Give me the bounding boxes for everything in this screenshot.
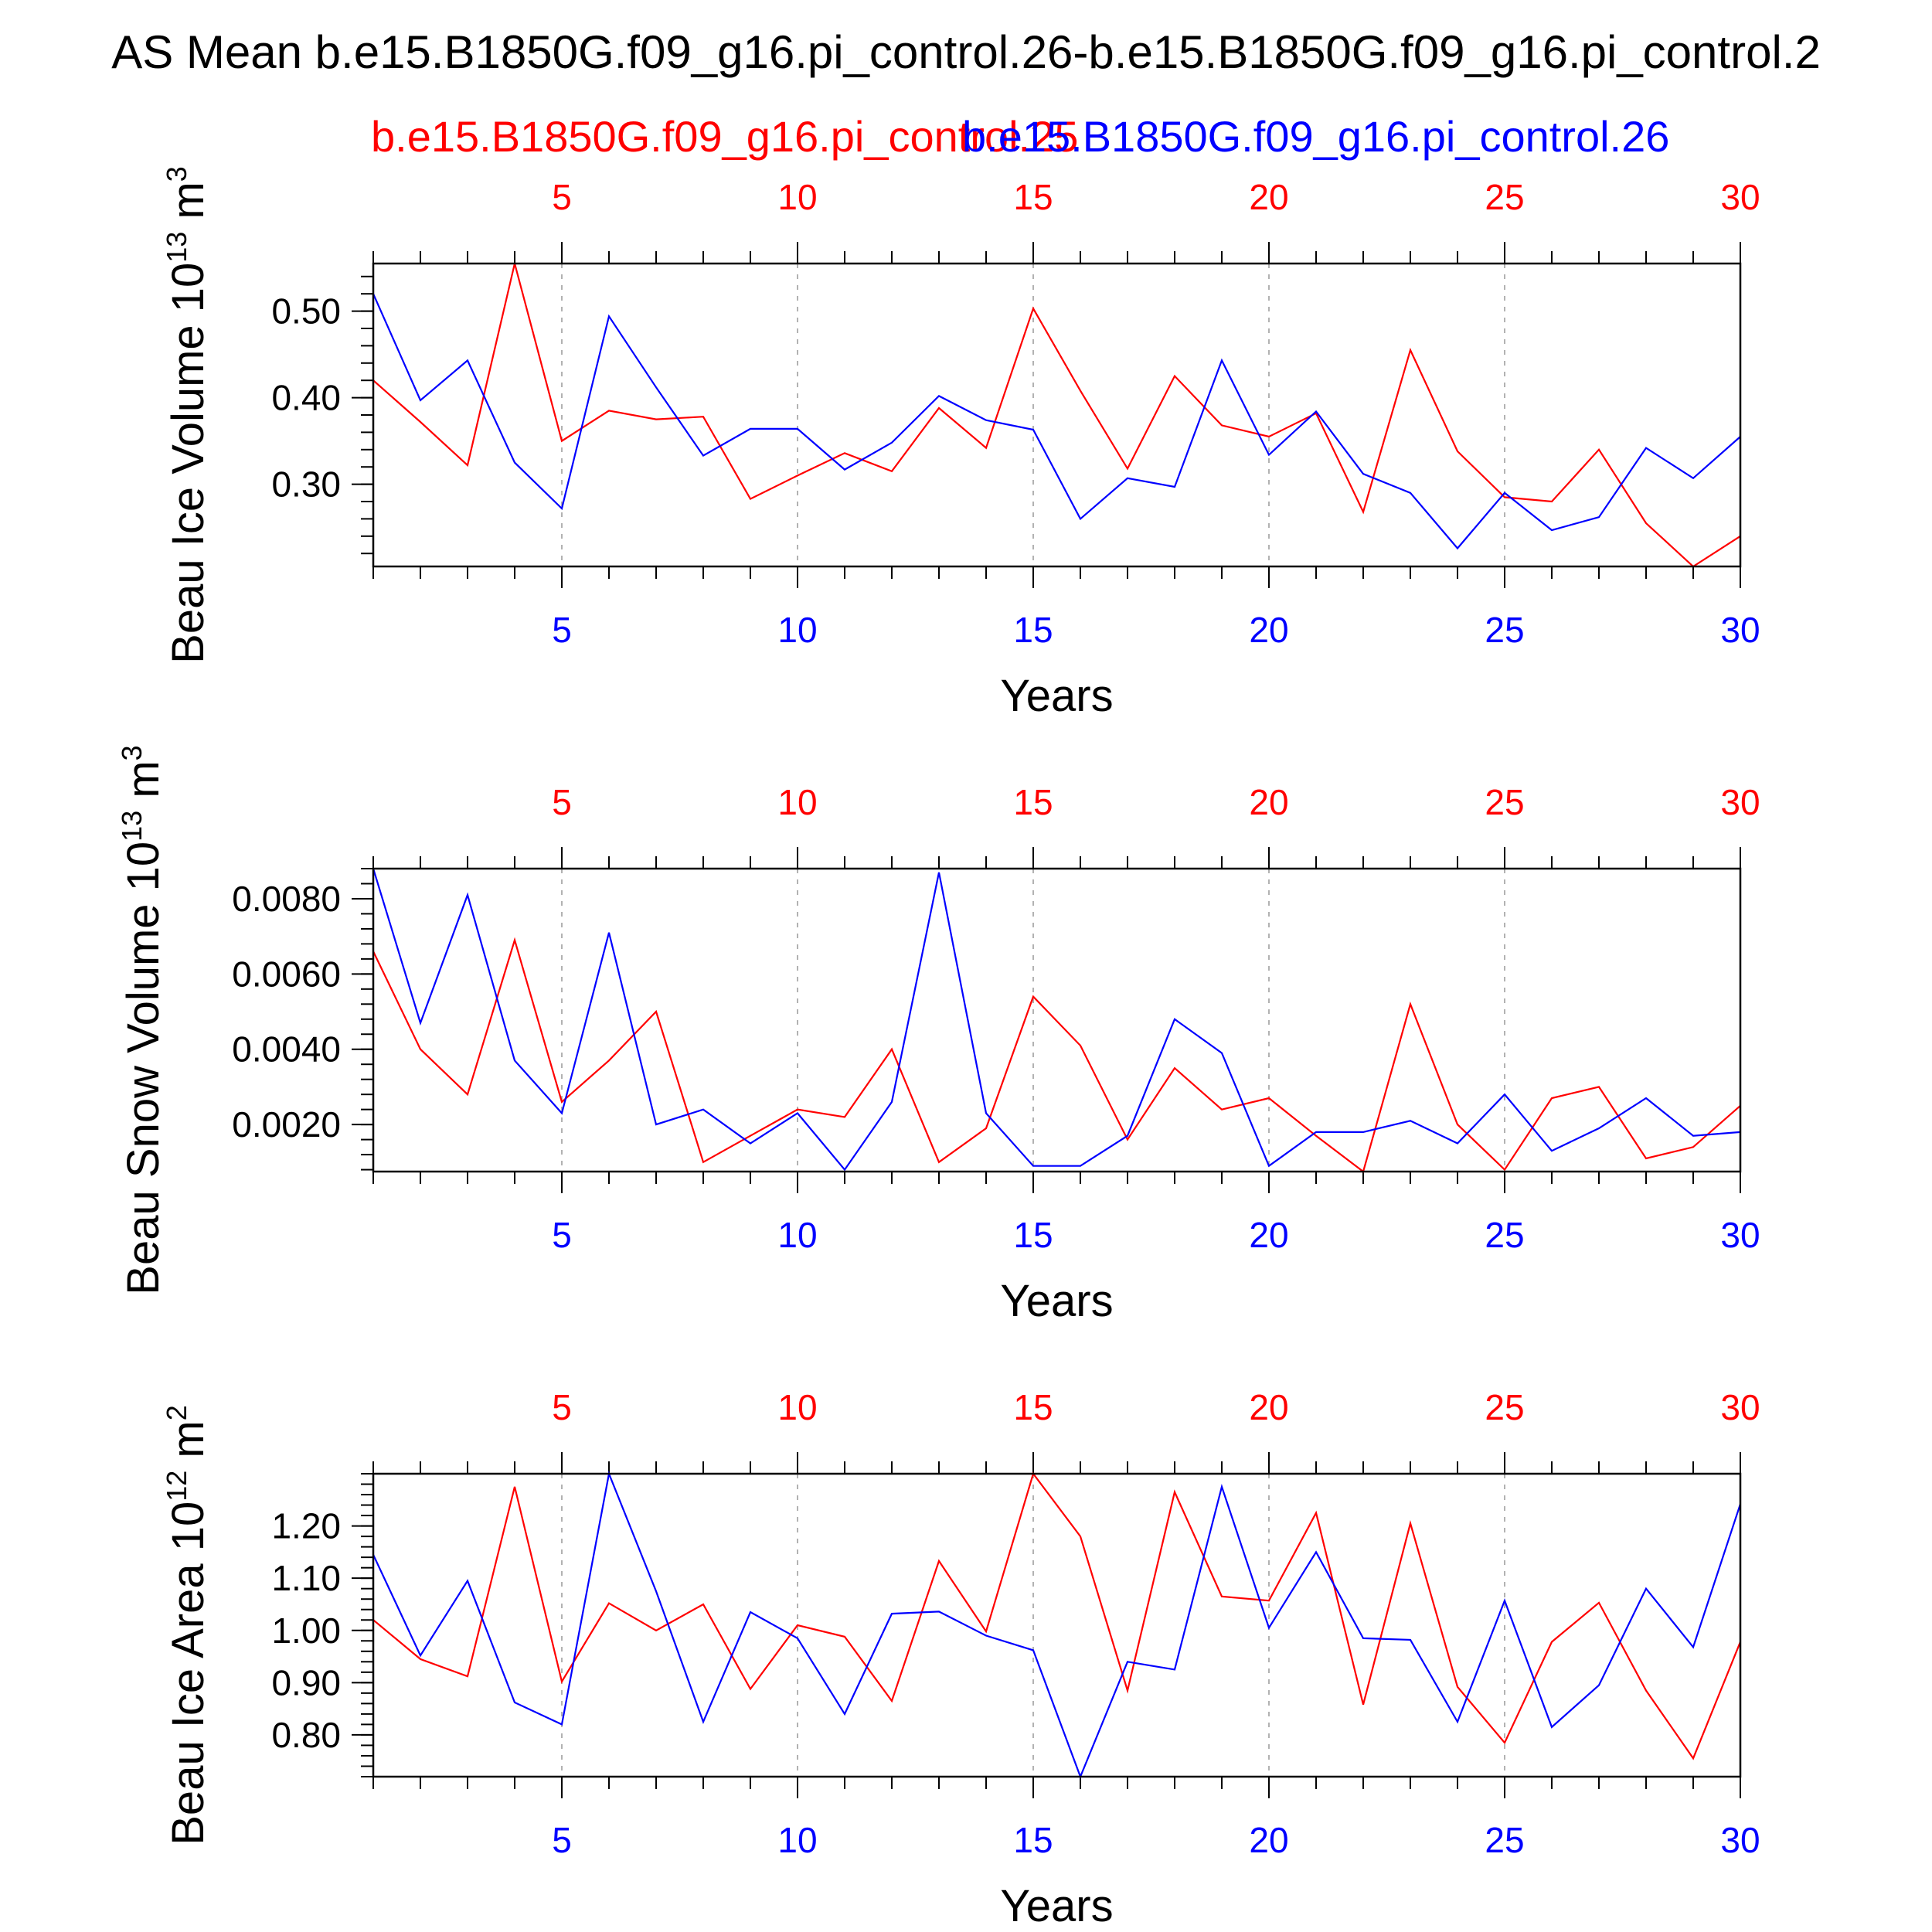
y-tick-label: 0.0060: [232, 954, 341, 994]
y-axis-label: Beau Ice Volume 1013 m3: [161, 166, 213, 664]
x-axis-label: Years: [1000, 1881, 1113, 1931]
x-tick-label-bottom: 10: [777, 1215, 817, 1255]
y-tick-label: 0.40: [271, 378, 341, 418]
x-tick-label-top: 30: [1720, 782, 1760, 822]
x-tick-label-bottom: 5: [552, 1820, 572, 1860]
y-axis-label-part: Beau Snow Volume 10: [118, 842, 168, 1295]
series-line-run26: [372, 293, 1741, 550]
plot-frame: [372, 867, 1742, 1173]
x-tick-label-bottom: 30: [1720, 1820, 1760, 1860]
y-axis-label-superscript: 3: [116, 745, 148, 760]
x-tick-label-bottom: 15: [1013, 1820, 1053, 1860]
y-tick-label: 0.0080: [232, 879, 341, 919]
x-tick-label-top: 20: [1249, 1387, 1288, 1427]
y-axis-label-superscript: 13: [161, 232, 192, 263]
panel-1: 0.30 0.40 0.50 5 5 10 10 15 15 20 20 25 25 30 30 Years B…: [161, 166, 1760, 721]
series-line-run25: [372, 263, 1741, 568]
y-axis-label-part: Beau Ice Volume 10: [163, 263, 213, 664]
y-axis-label-part: Beau Ice Area 10: [163, 1502, 213, 1845]
x-tick-label-bottom: 30: [1720, 1215, 1760, 1255]
x-tick-label-top: 15: [1013, 177, 1053, 217]
x-tick-label-top: 10: [777, 1387, 817, 1427]
x-tick-label-top: 25: [1485, 782, 1524, 822]
panels: 0.300.400.505510101515202025253030YearsB…: [116, 166, 1760, 1931]
y-tick-label: 1.00: [271, 1611, 341, 1651]
y-axis-label-part: m: [163, 1420, 213, 1470]
x-tick-label-bottom: 5: [552, 610, 572, 650]
x-tick-label-bottom: 15: [1013, 1215, 1053, 1255]
series-line-run25: [372, 937, 1741, 1173]
x-tick-label-bottom: 20: [1249, 1820, 1288, 1860]
plot-frame: [372, 262, 1742, 568]
x-tick-label-top: 15: [1013, 782, 1053, 822]
panel-2: 0.0020 0.0040 0.0060 0.0080 5 5 10 10 15 15 20 20 25…: [116, 745, 1760, 1326]
y-axis-label-part: m: [163, 182, 213, 231]
x-tick-label-top: 5: [552, 177, 572, 217]
x-tick-label-bottom: 10: [777, 610, 817, 650]
x-tick-label-bottom: 25: [1485, 1820, 1524, 1860]
y-axis-label: Beau Ice Area 1012 m2: [161, 1405, 213, 1845]
x-tick-label-bottom: 20: [1249, 1215, 1288, 1255]
y-tick-label: 0.30: [271, 464, 341, 505]
x-tick-label-top: 10: [777, 782, 817, 822]
y-axis-label-superscript: 13: [116, 811, 148, 842]
x-tick-label-bottom: 30: [1720, 610, 1760, 650]
x-tick-label-top: 10: [777, 177, 817, 217]
x-tick-label-top: 20: [1249, 177, 1288, 217]
y-axis-label-part: m: [118, 760, 168, 810]
x-tick-label-top: 25: [1485, 177, 1524, 217]
x-tick-label-top: 30: [1720, 1387, 1760, 1427]
x-tick-label-bottom: 15: [1013, 610, 1053, 650]
x-tick-label-bottom: 25: [1485, 610, 1524, 650]
x-axis-label: Years: [1000, 1276, 1113, 1326]
x-tick-label-top: 5: [552, 1387, 572, 1427]
series-line-run26: [372, 1471, 1742, 1780]
legend-label-run26: b.e15.B1850G.f09_g16.pi_control.26: [962, 112, 1669, 161]
y-axis-label-superscript: 12: [161, 1471, 192, 1502]
y-tick-label: 1.10: [271, 1558, 341, 1598]
x-tick-label-bottom: 10: [777, 1820, 817, 1860]
y-tick-label: 0.0040: [232, 1029, 341, 1070]
x-tick-label-top: 15: [1013, 1387, 1053, 1427]
x-axis-label: Years: [1000, 671, 1113, 721]
series-line-run25: [372, 1471, 1742, 1760]
y-tick-label: 0.80: [271, 1715, 341, 1755]
panel-3: 0.80 0.90 1.00 1.10 1.20 5 5 10 10 15 15 20 20 25 25 30…: [161, 1387, 1760, 1931]
y-tick-label: 0.0020: [232, 1104, 341, 1145]
y-tick-label: 0.90: [271, 1662, 341, 1702]
x-tick-label-top: 20: [1249, 782, 1288, 822]
x-tick-label-bottom: 20: [1249, 610, 1288, 650]
figure-title: AS Mean b.e15.B1850G.f09_g16.pi_control.…: [111, 26, 1821, 78]
y-tick-label: 1.20: [271, 1506, 341, 1546]
y-tick-label: 0.50: [271, 291, 341, 332]
x-tick-label-top: 25: [1485, 1387, 1524, 1427]
x-tick-label-bottom: 5: [552, 1215, 572, 1255]
series-line-run26: [372, 868, 1741, 1172]
x-tick-label-top: 30: [1720, 177, 1760, 217]
y-axis-label-superscript: 2: [161, 1405, 192, 1420]
legend-label-run25: b.e15.B1850G.f09_g16.pi_control.25: [371, 112, 1078, 161]
y-axis-label: Beau Snow Volume 1013 m3: [116, 745, 168, 1294]
plot-frame: [372, 1472, 1742, 1778]
y-axis-label-superscript: 3: [161, 166, 192, 182]
x-tick-label-bottom: 25: [1485, 1215, 1524, 1255]
x-tick-label-top: 5: [552, 782, 572, 822]
